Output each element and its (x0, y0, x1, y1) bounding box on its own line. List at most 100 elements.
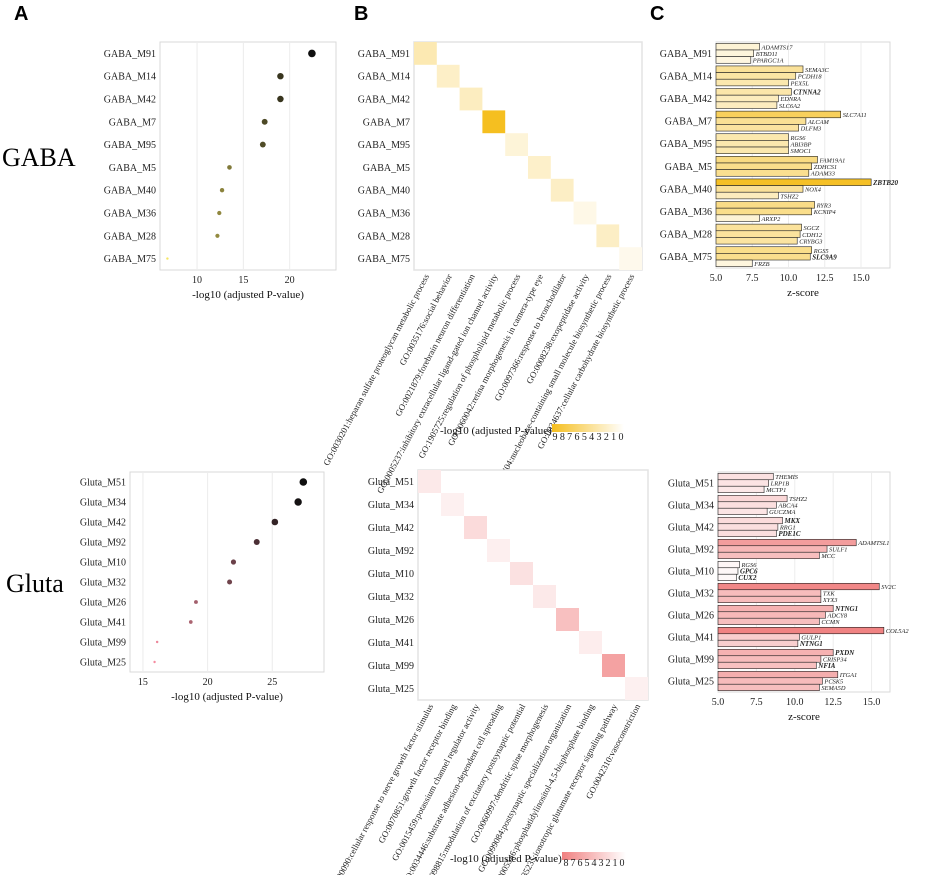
gaba_heat-legend-tick: 5 (582, 432, 587, 443)
gaba_heat-y-tick: GABA_M75 (358, 254, 410, 265)
gluta_dot-point (227, 579, 233, 585)
gaba_z-gene-label: RGS6 (790, 135, 807, 142)
gaba_z-bar (715, 72, 797, 80)
gluta_heat-y-tick: Gluta_M99 (368, 661, 414, 672)
panel-letter-a: A (14, 3, 28, 25)
gaba_z-gene-label: PEX5L (790, 80, 810, 87)
gaba_heat-y-tick: GABA_M28 (358, 231, 410, 242)
gluta_heat-legend-tick: 6 (578, 858, 583, 869)
gluta_dot-point (253, 539, 260, 545)
gluta_z-y-tick: Gluta_M10 (668, 567, 714, 578)
gaba_z-bar (715, 140, 789, 148)
gluta_heat-y-tick: Gluta_M41 (368, 638, 414, 649)
gaba_z-x-tick: 5.0 (710, 273, 723, 284)
gaba_dot-y-tick: GABA_M91 (104, 49, 156, 60)
gluta_heat-cell (510, 562, 533, 585)
gluta_dot-y-tick: Gluta_M51 (80, 478, 126, 489)
gluta_heat-legend-tick: 3 (599, 858, 604, 869)
gaba_z-bar (715, 201, 815, 209)
gluta_heat-legend-tick: 5 (585, 858, 590, 869)
gluta_heat-legend-tick: 8 (564, 858, 569, 869)
gaba_dot-point (227, 165, 232, 170)
gluta_z-gene-label: ABCA4 (777, 503, 798, 510)
gaba_z-bar (715, 65, 804, 73)
gluta_heat-cell (579, 631, 602, 654)
gluta_z-bar (717, 683, 820, 692)
gaba_heat-legend-tick: 4 (589, 432, 594, 443)
gaba_z-y-tick: GABA_M42 (660, 94, 712, 105)
gaba_z-x-tick: 7.5 (746, 273, 759, 284)
gluta_z-gene-label: ADCY8 (827, 613, 848, 620)
gaba_z-x-tick: 12.5 (816, 273, 834, 284)
gluta_z-bar (717, 626, 885, 635)
gaba_z-y-tick: GABA_M36 (660, 207, 712, 218)
gluta_z-bar (717, 589, 822, 597)
gluta_heat-cell (556, 608, 579, 631)
gluta_z-gene-label: NTNG1 (834, 605, 858, 613)
gluta_z-gene-label: RRG1 (779, 525, 796, 532)
gluta_heat-x-tick: GO:0015459:potassium channel regulator a… (390, 702, 482, 863)
gluta_z-gene-label: TXK (823, 591, 835, 598)
gaba_z-bar (715, 117, 807, 125)
gaba_z-bar (715, 156, 818, 164)
gluta_heat-cell (418, 470, 441, 493)
gaba_heat-y-tick: GABA_M14 (358, 72, 410, 83)
gaba_z-y-tick: GABA_M40 (660, 184, 712, 195)
gaba_z-bar (715, 185, 804, 193)
gaba_heat-y-tick: GABA_M5 (363, 163, 410, 174)
gluta_z-gene-label: PDE1C (778, 530, 801, 538)
group-label-gaba: GABA (2, 143, 76, 172)
gluta_dot-y-tick: Gluta_M99 (80, 638, 126, 649)
gluta_dot-x-tick: 25 (267, 677, 277, 688)
gaba_z-bar (715, 162, 812, 170)
gaba-legend-gradient (552, 424, 624, 432)
gaba_dot-x-label: -log10 (adjusted P-value) (192, 289, 304, 301)
gluta_z-bar (717, 670, 839, 679)
gluta_z-bar (717, 595, 822, 604)
gluta_z-y-tick: Gluta_M32 (668, 589, 714, 600)
gaba_heat-legend-tick: 3 (597, 432, 602, 443)
gaba_z-bar (715, 237, 798, 245)
gaba_z-gene-label: SMOC1 (791, 148, 812, 155)
gaba_z-bar (715, 146, 789, 154)
gluta_z-gene-label: COL5A2 (886, 628, 910, 635)
gluta_z-gene-label: ITGA1 (839, 672, 857, 679)
gluta_heat-y-tick: Gluta_M34 (368, 500, 414, 511)
gaba_z-bar (715, 259, 753, 267)
gaba_heat-cell (459, 87, 483, 111)
gluta_z-gene-label: PCSK5 (823, 679, 843, 686)
gluta_z-gene-label: NTNG1 (799, 640, 823, 648)
gluta-zscore-chart: 5.0 7.5 10.0 12.5 15.0Gluta_M51THEMISLRP1BMC… (668, 471, 910, 723)
gluta_z-gene-label: SULF1 (829, 547, 847, 554)
gaba_z-gene-label: PPARGC1A (752, 58, 784, 65)
gaba_heat-cell (550, 178, 574, 202)
gaba_z-bar (715, 110, 841, 119)
gluta_z-bar (717, 516, 783, 525)
gaba-dot-chart: 10 15 20 GABA_M91 GABA_M14 GABA_M42 GABA_M7 GAB… (104, 41, 337, 301)
gluta_dot-point (230, 559, 237, 565)
gaba_heat-y-tick: GABA_M95 (358, 140, 410, 151)
gaba_heat-cell (505, 133, 528, 156)
gaba_z-bar (715, 94, 779, 103)
gluta_z-bar (717, 494, 788, 503)
gluta_z-bar (717, 472, 774, 481)
gaba_z-gene-label: SEMA3C (805, 67, 830, 74)
gluta_z-bar (717, 567, 739, 575)
gluta_z-y-tick: Gluta_M92 (668, 545, 714, 556)
gaba_heat-legend-tick: 1 (611, 432, 616, 443)
gaba_dot-point (308, 49, 316, 58)
gluta_heat-legend-tick: 7 (571, 858, 576, 869)
gaba_heat-cell (528, 156, 551, 179)
gluta_heat-legend-tick: 2 (606, 858, 611, 869)
gluta_dot-point (194, 600, 198, 604)
gaba-legend-title: -log10 (adjusted P-value) (440, 425, 552, 437)
gaba_dot-y-tick: GABA_M14 (104, 72, 156, 83)
gaba_heat-x-tick: GO:0030201:heparan sulfate proteoglycan … (321, 272, 431, 467)
gluta_z-bar (717, 507, 768, 516)
gaba_z-bar (715, 207, 812, 216)
gluta_z-gene-label: GPC6 (740, 568, 758, 576)
gluta_dot-y-tick: Gluta_M25 (80, 658, 126, 669)
gaba_heat-cell (619, 247, 642, 270)
